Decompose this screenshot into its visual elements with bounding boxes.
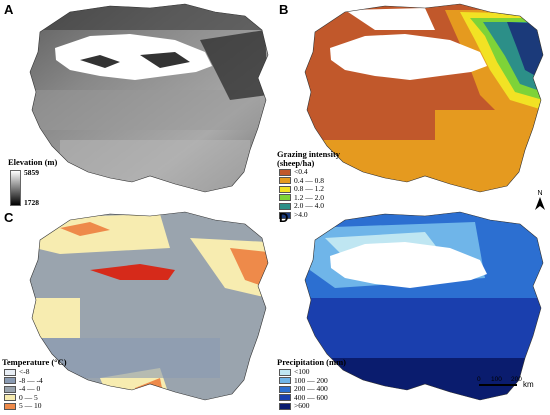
temperature-legend-swatch — [4, 368, 16, 376]
grazing-legend-swatch — [279, 194, 291, 202]
panel-letter-d: D — [279, 210, 289, 225]
panel-letter-a: A — [4, 2, 14, 17]
grazing-legend-label: <0.4 — [294, 167, 308, 176]
precipitation-legend-label: <100 — [294, 367, 310, 376]
precipitation-legend-label: >600 — [294, 401, 310, 411]
grazing-map — [304, 3, 544, 193]
precipitation-legend-item: <100 — [279, 368, 309, 376]
elevation-colorbar — [10, 170, 21, 206]
grazing-legend-swatch — [279, 177, 291, 185]
precipitation-legend-item: >600 — [279, 402, 309, 410]
temperature-legend-item: -8 — -4 — [4, 375, 43, 385]
north-arrow-label: N — [537, 190, 543, 197]
temperature-legend-label: -4 — 0 — [19, 384, 41, 394]
grazing-legend-label: 2.0 — 4.0 — [294, 201, 324, 211]
grazing-legend-label: 1.2 — 2.0 — [294, 192, 324, 202]
grazing-legend-label: 0.4 — 0.8 — [294, 175, 324, 185]
temperature-legend-item: 0 — 5 — [4, 392, 38, 402]
scale-bar-line — [479, 384, 517, 386]
temperature-legend-swatch — [4, 394, 16, 402]
precipitation-legend-swatch — [279, 385, 291, 393]
grazing-legend-title-line2: (sheep/ha) — [277, 158, 315, 168]
grazing-legend-swatch — [279, 185, 291, 193]
grazing-legend-label: 0.8 — 1.2 — [294, 184, 324, 194]
temperature-legend-swatch — [4, 385, 16, 393]
precipitation-legend-item: 200 — 400 — [279, 385, 328, 393]
precipitation-legend-swatch — [279, 402, 291, 410]
temperature-legend-item: 5 — 10 — [4, 402, 42, 410]
scale-bar: 0 100 200 km — [475, 376, 545, 406]
temperature-legend-item: <-8 — [4, 368, 29, 376]
scale-tick-0: 0 — [477, 376, 481, 383]
precipitation-legend-item: 100 — 200 — [279, 375, 328, 385]
north-arrow: N — [533, 190, 547, 213]
scale-unit: km — [523, 380, 534, 389]
temperature-map — [29, 211, 269, 401]
grazing-legend-swatch — [279, 202, 291, 210]
north-arrow-icon — [535, 197, 545, 210]
temperature-legend-title: Temperature (°C) — [2, 357, 67, 367]
grazing-legend-item: 1.2 — 2.0 — [279, 192, 324, 202]
temperature-legend-label: <-8 — [19, 367, 30, 376]
grazing-legend-item: <0.4 — [279, 168, 308, 176]
precipitation-legend-label: 200 — 400 — [294, 384, 328, 394]
temperature-legend-label: 0 — 5 — [19, 392, 38, 402]
grazing-legend-item: >4.0 — [279, 211, 308, 219]
panel-elevation: A Elevation (m) 5859 1728 — [0, 0, 275, 207]
precipitation-legend-item: 400 — 600 — [279, 392, 328, 402]
temperature-legend-swatch — [4, 402, 16, 410]
panel-letter-b: B — [279, 2, 289, 17]
precipitation-legend-swatch — [279, 394, 291, 402]
panel-letter-c: C — [4, 210, 14, 225]
scale-tick-200: 200 — [511, 376, 522, 383]
precipitation-legend-label: 100 — 200 — [294, 375, 328, 385]
temperature-legend-swatch — [4, 377, 16, 385]
grazing-legend-title-line1: Grazing intensity — [277, 149, 341, 159]
temperature-legend-item: -4 — 0 — [4, 385, 40, 393]
panel-grazing-intensity: B Grazing intensity (sheep/ha) <0.4 0.4 —… — [275, 0, 550, 219]
grazing-legend-item: 2.0 — 4.0 — [279, 202, 324, 210]
grazing-legend-swatch — [279, 168, 291, 176]
elevation-max-label: 5859 — [24, 168, 39, 177]
precipitation-map — [304, 211, 544, 401]
temperature-legend-label: -8 — -4 — [19, 375, 43, 385]
grazing-legend-item: 0.8 — 1.2 — [279, 185, 324, 193]
precipitation-legend-label: 400 — 600 — [294, 392, 328, 402]
precipitation-legend-swatch — [279, 368, 291, 376]
grazing-legend-swatch — [279, 211, 291, 219]
precipitation-legend-title: Precipitation (mm) — [277, 357, 347, 367]
elevation-min-label: 1728 — [24, 198, 39, 207]
grazing-legend-item: 0.4 — 0.8 — [279, 175, 324, 185]
temperature-legend-label: 5 — 10 — [19, 401, 42, 411]
precipitation-legend-swatch — [279, 377, 291, 385]
grazing-legend-label: >4.0 — [294, 210, 308, 219]
elevation-legend-title: Elevation (m) — [8, 157, 58, 167]
scale-tick-100: 100 — [491, 376, 502, 383]
elevation-map — [29, 3, 269, 193]
panel-precipitation: D Precipitation (mm) <100 100 — 200 200 — … — [275, 208, 550, 415]
